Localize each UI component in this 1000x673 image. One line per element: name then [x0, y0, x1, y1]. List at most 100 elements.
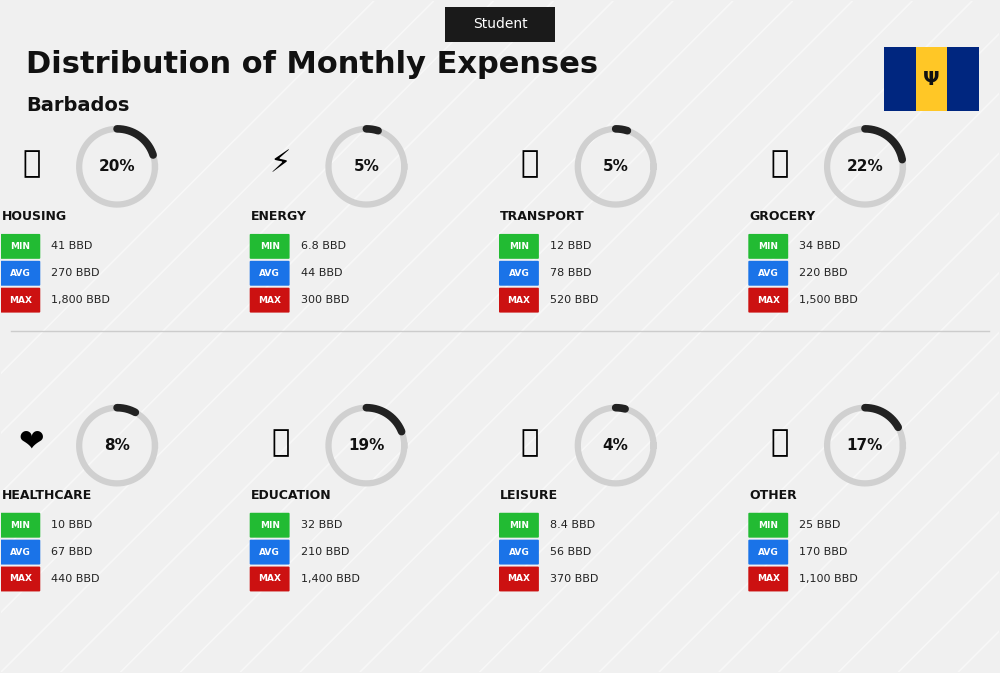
FancyBboxPatch shape [0, 540, 40, 565]
FancyBboxPatch shape [748, 261, 788, 286]
Text: TRANSPORT: TRANSPORT [500, 210, 585, 223]
Text: Ψ: Ψ [923, 69, 940, 89]
FancyBboxPatch shape [499, 513, 539, 538]
Text: 🚌: 🚌 [521, 149, 539, 178]
Text: AVG: AVG [259, 548, 280, 557]
Text: 8%: 8% [104, 438, 130, 453]
Text: AVG: AVG [10, 269, 31, 278]
Text: 220 BBD: 220 BBD [799, 269, 848, 278]
Text: Distribution of Monthly Expenses: Distribution of Monthly Expenses [26, 50, 598, 79]
FancyBboxPatch shape [499, 261, 539, 286]
FancyBboxPatch shape [250, 261, 290, 286]
Text: MAX: MAX [757, 295, 780, 305]
Text: 6.8 BBD: 6.8 BBD [301, 242, 346, 252]
Text: 56 BBD: 56 BBD [550, 547, 591, 557]
Text: 78 BBD: 78 BBD [550, 269, 591, 278]
Text: 🛍️: 🛍️ [521, 428, 539, 457]
Text: MAX: MAX [757, 575, 780, 583]
Text: 25 BBD: 25 BBD [799, 520, 841, 530]
Text: AVG: AVG [259, 269, 280, 278]
Text: 170 BBD: 170 BBD [799, 547, 848, 557]
Text: GROCERY: GROCERY [749, 210, 815, 223]
Text: MIN: MIN [10, 521, 30, 530]
Text: HEALTHCARE: HEALTHCARE [1, 489, 92, 502]
Text: ENERGY: ENERGY [251, 210, 307, 223]
Text: 17%: 17% [847, 438, 883, 453]
Text: 520 BBD: 520 BBD [550, 295, 598, 305]
Text: 🎓: 🎓 [271, 428, 290, 457]
Text: 1,400 BBD: 1,400 BBD [301, 574, 359, 584]
Text: MIN: MIN [10, 242, 30, 251]
Text: 10 BBD: 10 BBD [51, 520, 92, 530]
FancyBboxPatch shape [0, 513, 40, 538]
Text: AVG: AVG [10, 548, 31, 557]
FancyBboxPatch shape [884, 46, 916, 112]
Text: LEISURE: LEISURE [500, 489, 558, 502]
Text: 22%: 22% [847, 160, 883, 174]
Text: 20%: 20% [99, 160, 135, 174]
Text: ⚡: ⚡ [270, 149, 291, 178]
Text: 32 BBD: 32 BBD [301, 520, 342, 530]
Text: MIN: MIN [509, 242, 529, 251]
FancyBboxPatch shape [748, 513, 788, 538]
Text: Barbados: Barbados [26, 96, 130, 116]
Text: EDUCATION: EDUCATION [251, 489, 331, 502]
Text: MIN: MIN [758, 242, 778, 251]
Text: AVG: AVG [758, 548, 779, 557]
Text: 41 BBD: 41 BBD [51, 242, 93, 252]
Text: 1,800 BBD: 1,800 BBD [51, 295, 110, 305]
Text: HOUSING: HOUSING [1, 210, 67, 223]
FancyBboxPatch shape [947, 46, 979, 112]
FancyBboxPatch shape [0, 261, 40, 286]
FancyBboxPatch shape [499, 287, 539, 312]
FancyBboxPatch shape [748, 567, 788, 592]
Text: 4%: 4% [603, 438, 629, 453]
Text: MAX: MAX [507, 295, 530, 305]
Text: MAX: MAX [258, 295, 281, 305]
Text: AVG: AVG [509, 548, 529, 557]
Text: MAX: MAX [507, 575, 530, 583]
Text: 12 BBD: 12 BBD [550, 242, 591, 252]
FancyBboxPatch shape [0, 287, 40, 312]
Text: 440 BBD: 440 BBD [51, 574, 100, 584]
Text: 210 BBD: 210 BBD [301, 547, 349, 557]
Text: AVG: AVG [758, 269, 779, 278]
Text: MAX: MAX [9, 295, 32, 305]
Text: 🏢: 🏢 [22, 149, 40, 178]
FancyBboxPatch shape [250, 567, 290, 592]
FancyBboxPatch shape [250, 513, 290, 538]
FancyBboxPatch shape [0, 234, 40, 259]
Text: 67 BBD: 67 BBD [51, 547, 93, 557]
Text: MIN: MIN [509, 521, 529, 530]
Text: 19%: 19% [348, 438, 385, 453]
FancyBboxPatch shape [499, 234, 539, 259]
FancyBboxPatch shape [250, 287, 290, 312]
FancyBboxPatch shape [748, 540, 788, 565]
Text: 270 BBD: 270 BBD [51, 269, 100, 278]
Text: MIN: MIN [260, 242, 280, 251]
FancyBboxPatch shape [499, 567, 539, 592]
Text: 5%: 5% [353, 160, 379, 174]
Text: 💰: 💰 [770, 428, 788, 457]
Text: 8.4 BBD: 8.4 BBD [550, 520, 595, 530]
FancyBboxPatch shape [916, 46, 947, 112]
Text: MAX: MAX [258, 575, 281, 583]
FancyBboxPatch shape [748, 234, 788, 259]
Text: 🛒: 🛒 [770, 149, 788, 178]
FancyBboxPatch shape [0, 567, 40, 592]
Text: 300 BBD: 300 BBD [301, 295, 349, 305]
Text: ❤️: ❤️ [19, 428, 44, 457]
FancyBboxPatch shape [445, 7, 555, 42]
Text: OTHER: OTHER [749, 489, 797, 502]
Text: 5%: 5% [603, 160, 629, 174]
FancyBboxPatch shape [748, 287, 788, 312]
Text: 1,500 BBD: 1,500 BBD [799, 295, 858, 305]
FancyBboxPatch shape [499, 540, 539, 565]
Text: MAX: MAX [9, 575, 32, 583]
Text: 1,100 BBD: 1,100 BBD [799, 574, 858, 584]
Text: MIN: MIN [260, 521, 280, 530]
Text: Student: Student [473, 17, 527, 31]
FancyBboxPatch shape [250, 234, 290, 259]
Text: 44 BBD: 44 BBD [301, 269, 342, 278]
Text: 370 BBD: 370 BBD [550, 574, 598, 584]
